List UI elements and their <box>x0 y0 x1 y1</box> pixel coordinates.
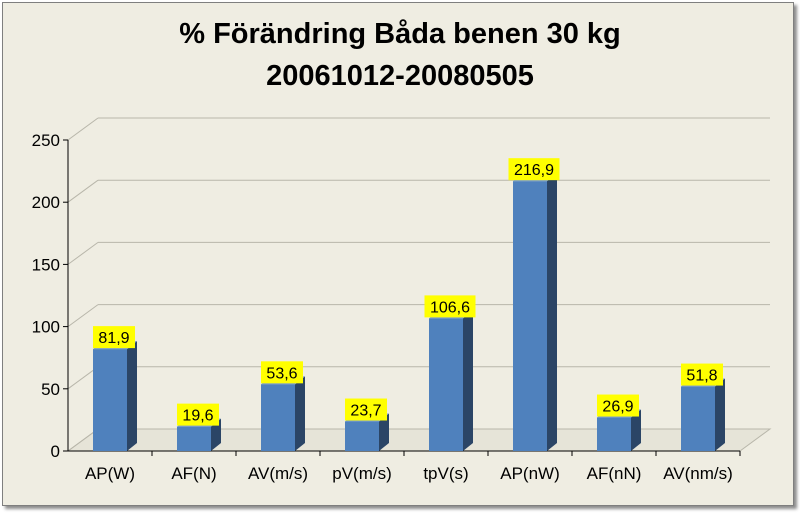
y-tick-label: 0 <box>51 442 60 461</box>
gridline-depth <box>67 304 99 328</box>
bar-side <box>715 378 725 451</box>
bar-5 <box>429 310 473 451</box>
bar-front <box>261 384 295 451</box>
data-label: 53,6 <box>266 365 297 382</box>
y-tick-label: 200 <box>32 193 60 212</box>
gridline-depth <box>67 179 99 203</box>
bar-front <box>177 426 211 451</box>
data-label-bg <box>345 398 387 421</box>
data-label: 19,6 <box>182 408 213 425</box>
x-tick-label: tpV(s) <box>423 464 468 483</box>
gridline-depth <box>67 117 99 141</box>
data-label: 81,9 <box>98 330 129 347</box>
chart-title: % Förändring Båda benen 30 kg <box>179 18 621 50</box>
gridline-depth <box>67 241 99 265</box>
data-label-bg <box>93 326 135 349</box>
data-label: 216,9 <box>514 162 554 179</box>
bar-front <box>681 386 715 451</box>
grid-lines <box>66 117 772 452</box>
x-tick-label: AP(W) <box>85 464 135 483</box>
data-label-bg <box>681 363 723 386</box>
bar-front <box>597 417 631 451</box>
bar-1 <box>93 341 137 451</box>
data-label-bg <box>177 403 219 426</box>
bar-side <box>547 173 557 452</box>
x-tick-label: AV(nm/s) <box>663 464 733 483</box>
data-label-bg <box>424 295 476 318</box>
bar-3 <box>261 376 305 451</box>
x-tick-label: AP(nW) <box>500 464 560 483</box>
bar-front <box>429 318 463 451</box>
bar-side <box>379 413 389 451</box>
data-label: 26,9 <box>602 399 633 416</box>
chart-floor <box>66 428 772 452</box>
y-tick-label: 100 <box>32 318 60 337</box>
bar-side <box>127 341 137 451</box>
axes: 0 50 100 150 200 250 AP(W) AF(N) AV(m/s) pV(m/s) t… <box>32 131 741 483</box>
bar-6 <box>513 173 557 452</box>
data-label: 23,7 <box>350 403 381 420</box>
bar-side <box>631 409 641 451</box>
data-labels: 81,9 19,6 53,6 23,7 106,6 216,9 26,9 51,8 <box>93 158 723 426</box>
x-tick-label: AF(N) <box>171 464 216 483</box>
bar-front <box>345 421 379 451</box>
bar-side <box>295 376 305 451</box>
y-tick-label: 50 <box>41 380 60 399</box>
y-tick-label: 250 <box>32 131 60 150</box>
x-tick-label: AF(nN) <box>587 464 642 483</box>
data-label: 106,6 <box>430 299 470 316</box>
bar-side <box>463 310 473 451</box>
data-label-bg <box>261 361 303 384</box>
bar-front <box>513 181 547 452</box>
y-tick-label: 150 <box>32 255 60 274</box>
bar-8 <box>681 378 725 451</box>
data-label-bg <box>508 158 560 181</box>
x-tick-label: AV(m/s) <box>248 464 308 483</box>
data-label-bg <box>597 394 639 417</box>
data-label: 51,8 <box>686 368 717 385</box>
bar-front <box>93 349 127 451</box>
bar-side <box>211 418 221 451</box>
chart-subtitle: 20061012-20080505 <box>266 60 534 92</box>
x-tick-label: pV(m/s) <box>332 464 392 483</box>
